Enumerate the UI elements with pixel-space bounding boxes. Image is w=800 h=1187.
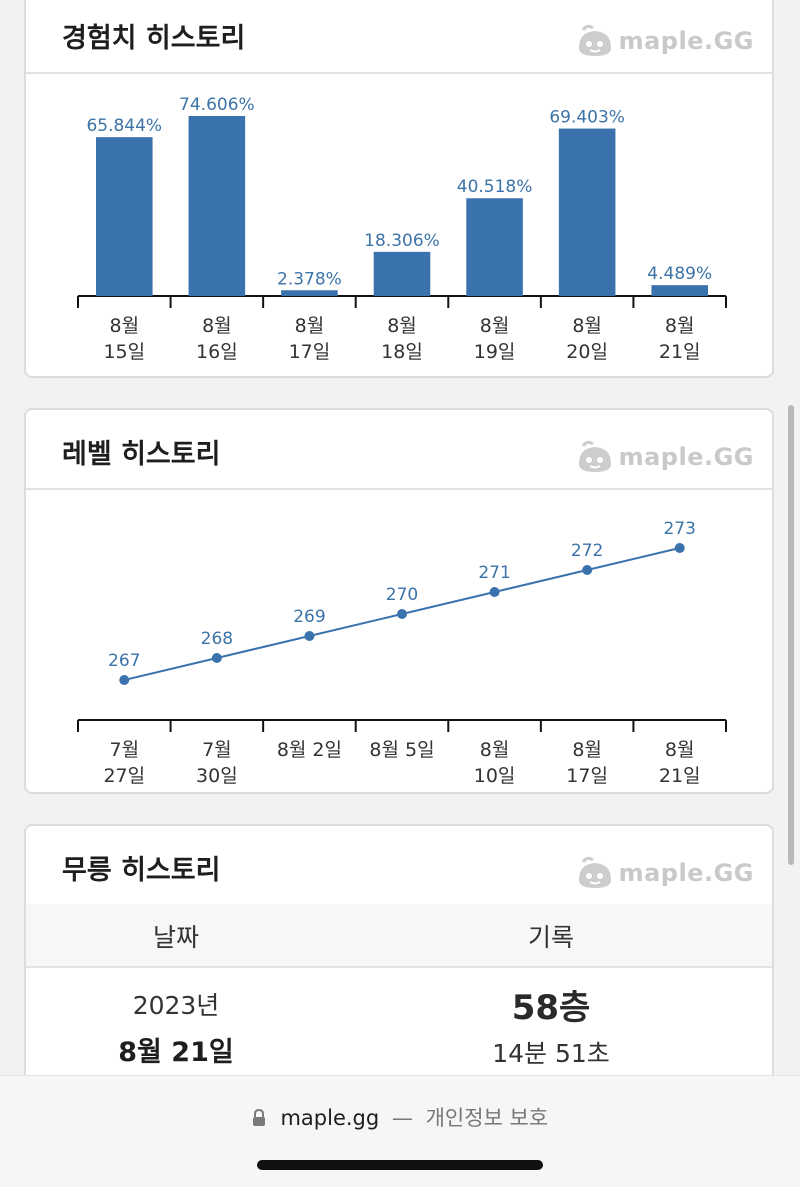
x-tick-label: 17일 bbox=[566, 765, 608, 787]
x-tick-label: 19일 bbox=[474, 341, 516, 363]
card-header: 무릉 히스토리 maple.GG bbox=[26, 826, 772, 906]
maple-gg-logo[interactable]: maple.GG bbox=[573, 22, 754, 60]
record-time: 14분 51초 bbox=[492, 1039, 610, 1068]
bar bbox=[558, 128, 616, 296]
record-floor: 58층 bbox=[511, 988, 591, 1028]
x-tick-label: 15일 bbox=[103, 341, 145, 363]
exp-history-card: 경험치 히스토리 maple.GG 8월 15일 8월 16일 8월 17일 8월 18일 8월… bbox=[24, 0, 774, 378]
x-tick-label: 8월 bbox=[572, 739, 602, 761]
bar-value-label: 18.306% bbox=[364, 231, 440, 251]
data-point bbox=[304, 631, 315, 641]
point-value-label: 269 bbox=[293, 607, 325, 627]
x-tick-label: 16일 bbox=[196, 341, 238, 363]
x-tick-label: 8월 bbox=[387, 315, 417, 337]
point-value-label: 272 bbox=[571, 541, 603, 561]
data-point bbox=[397, 609, 407, 619]
x-tick-label: 8월 bbox=[202, 315, 232, 337]
level-history-card: 레벨 히스토리 maple.GG 7월 27일 7월 30일 8월 2일 8월 5일 8월 1… bbox=[24, 408, 774, 794]
bar-value-label: 74.606% bbox=[179, 95, 255, 115]
logo-text: maple.GG bbox=[618, 27, 754, 55]
x-tick-label: 8월 bbox=[665, 739, 695, 761]
card-title: 레벨 히스토리 bbox=[62, 439, 221, 470]
x-tick-label: 21일 bbox=[659, 765, 701, 787]
x-tick-label: 7월 bbox=[202, 739, 232, 761]
record-year: 2023년 bbox=[132, 991, 220, 1020]
point-value-label: 267 bbox=[108, 651, 140, 671]
data-point bbox=[582, 565, 593, 575]
maple-mushroom-icon bbox=[578, 440, 611, 472]
point-value-label: 270 bbox=[386, 585, 418, 605]
point-value-label: 273 bbox=[663, 519, 695, 539]
maple-mushroom-icon bbox=[578, 856, 611, 888]
bar bbox=[96, 137, 153, 296]
level-chart: 7월 27일 7월 30일 8월 2일 8월 5일 8월 10일 8월 17일 8월 21일 267 26… bbox=[26, 488, 772, 788]
x-tick-label: 8월 bbox=[109, 315, 139, 337]
bar bbox=[281, 290, 338, 296]
x-tick-label: 30일 bbox=[196, 765, 238, 787]
x-tick-label: 8월 bbox=[295, 315, 325, 337]
exp-chart: 8월 15일 8월 16일 8월 17일 8월 18일 8월 19일 8월 20일 8월 21일 65.84… bbox=[26, 72, 772, 372]
table-header: 날짜 기록 bbox=[26, 904, 772, 968]
card-title: 경험치 히스토리 bbox=[62, 23, 246, 54]
bar-value-label: 40.518% bbox=[457, 177, 533, 197]
point-value-label: 271 bbox=[478, 563, 510, 583]
bar bbox=[188, 116, 246, 296]
data-point bbox=[211, 653, 222, 663]
bar-value-label: 4.489% bbox=[647, 264, 712, 284]
bar-value-label: 69.403% bbox=[549, 108, 625, 128]
card-title: 무릉 히스토리 bbox=[62, 855, 221, 886]
maple-gg-logo[interactable]: maple.GG bbox=[573, 854, 754, 892]
card-header: 레벨 히스토리 maple.GG bbox=[26, 410, 772, 490]
x-tick-label: 8월 bbox=[665, 315, 695, 337]
x-tick-label: 20일 bbox=[566, 341, 608, 363]
bar-value-label: 2.378% bbox=[277, 269, 342, 289]
scrollbar[interactable] bbox=[788, 405, 794, 865]
card-header: 경험치 히스토리 maple.GG bbox=[26, 0, 772, 74]
x-tick-label: 27일 bbox=[103, 765, 145, 787]
level-line-chart: 7월 27일 7월 30일 8월 2일 8월 5일 8월 10일 8월 17일 8월 21일 267 26… bbox=[77, 519, 727, 787]
x-tick-label: 8월 bbox=[480, 739, 510, 761]
home-indicator bbox=[257, 1160, 543, 1170]
privacy-text: 개인정보 보호 bbox=[425, 1106, 549, 1130]
x-tick-label: 8월 2일 bbox=[277, 739, 342, 761]
x-tick-label: 8월 bbox=[572, 315, 602, 337]
record-date: 8월 21일 bbox=[118, 1037, 234, 1068]
x-tick-label: 7월 bbox=[109, 739, 139, 761]
data-point bbox=[489, 587, 500, 597]
x-tick-label: 10일 bbox=[474, 765, 516, 787]
bar bbox=[651, 285, 708, 296]
url-text: maple.gg bbox=[280, 1106, 380, 1130]
column-header-date: 날짜 bbox=[152, 923, 199, 952]
maple-mushroom-icon bbox=[578, 24, 611, 56]
data-point bbox=[674, 543, 685, 553]
x-tick-label: 18일 bbox=[381, 341, 423, 363]
x-tick-label: 21일 bbox=[659, 341, 701, 363]
x-tick-label: 17일 bbox=[289, 341, 331, 363]
maple-gg-logo[interactable]: maple.GG bbox=[573, 438, 754, 476]
x-tick-label: 8월 bbox=[480, 315, 510, 337]
logo-text: maple.GG bbox=[618, 443, 754, 471]
column-header-record: 기록 bbox=[527, 923, 574, 952]
logo-text: maple.GG bbox=[618, 859, 754, 887]
bar-value-label: 65.844% bbox=[86, 116, 162, 136]
url-separator: — bbox=[391, 1106, 413, 1130]
bar bbox=[373, 251, 431, 296]
table-row: 2023년 8월 21일 58층 14분 51초 bbox=[26, 968, 772, 1088]
exp-bar-chart: 8월 15일 8월 16일 8월 17일 8월 18일 8월 19일 8월 20일 8월 21일 65.84… bbox=[77, 95, 727, 363]
x-tick-label: 8월 5일 bbox=[369, 739, 434, 761]
bar bbox=[466, 198, 523, 296]
data-point bbox=[119, 675, 130, 685]
point-value-label: 268 bbox=[201, 629, 233, 649]
lock-icon bbox=[252, 1108, 265, 1126]
url-row[interactable]: maple.gg — 개인정보 보호 bbox=[0, 1102, 800, 1132]
browser-bottom-bar: maple.gg — 개인정보 보호 bbox=[0, 1075, 800, 1187]
